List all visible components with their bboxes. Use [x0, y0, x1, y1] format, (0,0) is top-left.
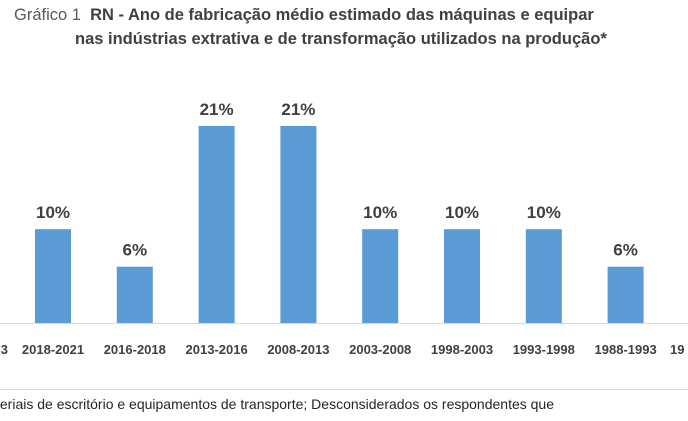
bar [607, 266, 644, 323]
data-label: 6% [123, 241, 148, 260]
data-label: 10% [445, 203, 479, 222]
bar [116, 266, 153, 323]
data-label: 6% [613, 241, 638, 260]
title-main: RN - Ano de fabricação médio estimado da… [90, 6, 594, 24]
x-tick-label: 1993-1998 [513, 342, 575, 357]
bar [280, 126, 317, 323]
x-tick-label: 1988-1993 [595, 342, 657, 357]
x-tick-label: 3 [1, 342, 8, 357]
x-tick-label: 1998-2003 [431, 342, 493, 357]
bar [525, 229, 562, 323]
data-label: 21% [200, 100, 234, 119]
x-tick-label: 2016-2018 [104, 342, 166, 357]
chart-title-line1: Gráfico 1 RN - Ano de fabricação médio e… [14, 6, 594, 25]
x-tick-label: 19 [670, 342, 684, 357]
data-label: 21% [281, 100, 315, 119]
bar [362, 229, 399, 323]
title-prefix: Gráfico 1 [14, 6, 81, 24]
data-label: 10% [36, 203, 70, 222]
chart-title-line2: nas indústrias extrativa e de transforma… [75, 30, 607, 48]
x-tick-label: 2013-2016 [186, 342, 248, 357]
bar [35, 229, 71, 323]
data-label: 10% [363, 203, 397, 222]
x-tick-label: 2003-2008 [349, 342, 411, 357]
x-tick-label: 2008-2013 [267, 342, 329, 357]
footnote: teriais de escritório e equipamentos de … [0, 396, 554, 412]
bar [444, 229, 480, 323]
x-tick-label: 2018-2021 [22, 342, 84, 357]
bar [198, 126, 235, 323]
data-label: 10% [527, 203, 561, 222]
